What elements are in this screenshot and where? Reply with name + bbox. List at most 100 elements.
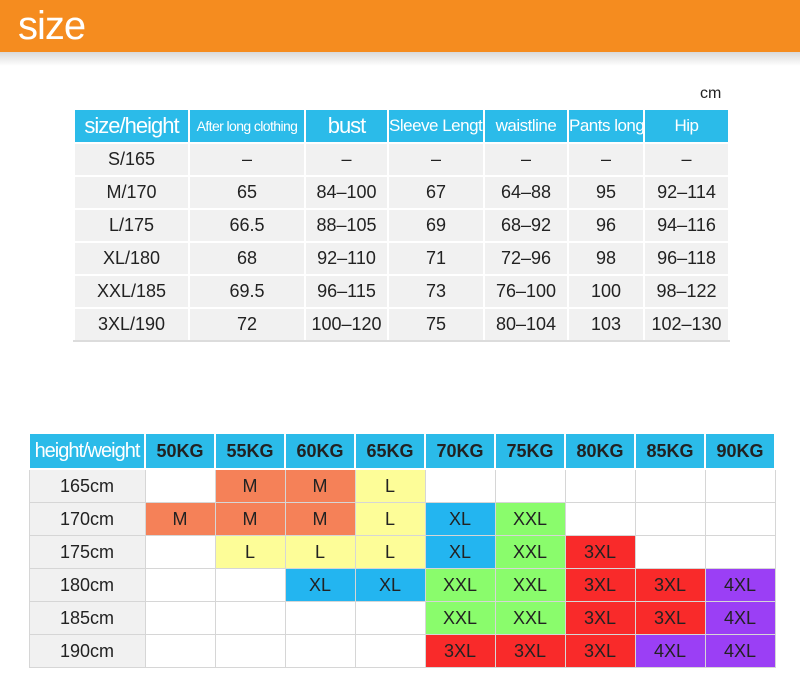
size-value-cell: 96–118 [643,241,730,276]
size-recommendation-cell: XL [284,568,356,602]
size-value-cell: 84–100 [304,175,389,210]
size-recommendation-cell [284,601,356,635]
weight-header: 80KG [564,432,636,470]
size-value-cell: 67 [387,175,485,210]
size-recommendation-cell: XXL [424,568,496,602]
header-size-height: size/height [73,108,190,144]
header-sleeve-length: Sleeve Length [387,108,485,144]
size-recommendation-cell: XL [424,535,496,569]
hw-table-row: 185cm XXL XXL 3XL 3XL 4XL [28,601,776,635]
size-label-cell: M/170 [73,175,190,210]
size-recommendation-cell: L [354,502,426,536]
size-recommendation-cell: XXL [424,601,496,635]
size-recommendation-cell [214,634,286,668]
size-recommendation-cell: XXL [494,601,566,635]
size-recommendation-cell: M [284,468,356,503]
size-value-cell: 88–105 [304,208,389,243]
size-value-cell: 72 [188,307,306,342]
size-recommendation-cell [284,634,356,668]
size-table: size/height After long clothing bust Sle… [73,108,730,342]
size-recommendation-cell: L [214,535,286,569]
weight-header: 65KG [354,432,426,470]
size-recommendation-cell [564,502,636,536]
size-recommendation-cell: L [354,535,426,569]
size-recommendation-cell: L [284,535,356,569]
size-table-row: XXL/185 69.5 96–115 73 76–100 100 98–122 [73,274,730,309]
hw-table-row: 165cm M M L [28,468,776,503]
size-recommendation-cell [144,468,216,503]
size-value-cell: 98–122 [643,274,730,309]
height-label-cell: 180cm [28,568,146,602]
size-label-cell: L/175 [73,208,190,243]
size-recommendation-cell [144,634,216,668]
size-recommendation-cell: 3XL [424,634,496,668]
size-recommendation-cell [144,601,216,635]
size-recommendation-cell [354,634,426,668]
size-label-cell: 3XL/190 [73,307,190,342]
size-recommendation-cell: L [354,468,426,503]
size-table-row: XL/180 68 92–110 71 72–96 98 96–118 [73,241,730,276]
weight-header: 70KG [424,432,496,470]
hw-table-row: 180cm XL XL XXL XXL 3XL 3XL 4XL [28,568,776,602]
banner-title: size [18,4,86,48]
size-recommendation-cell [704,502,776,536]
size-recommendation-cell: XXL [494,535,566,569]
size-value-cell: 73 [387,274,485,309]
banner-shadow [0,52,800,66]
size-value-cell: 71 [387,241,485,276]
hw-table-row: 170cm M M M L XL XXL [28,502,776,536]
header-pants-long: Pants long [567,108,645,144]
unit-label: cm [700,85,722,102]
size-value-cell: – [387,142,485,177]
size-recommendation-cell: 4XL [634,634,706,668]
height-label-cell: 185cm [28,601,146,635]
size-table-row: M/170 65 84–100 67 64–88 95 92–114 [73,175,730,210]
size-value-cell: 64–88 [483,175,569,210]
header-bust: bust [304,108,389,144]
size-recommendation-cell [704,535,776,569]
size-table-header-row: size/height After long clothing bust Sle… [73,108,730,144]
weight-header: 90KG [704,432,776,470]
size-value-cell: 96 [567,208,645,243]
size-recommendation-cell: 3XL [564,535,636,569]
size-value-cell: 76–100 [483,274,569,309]
size-value-cell: – [304,142,389,177]
size-value-cell: 80–104 [483,307,569,342]
size-recommendation-cell [354,601,426,635]
height-label-cell: 190cm [28,634,146,668]
height-label-cell: 170cm [28,502,146,536]
size-recommendation-cell [704,468,776,503]
size-recommendation-cell: 3XL [634,601,706,635]
size-table-row: 3XL/190 72 100–120 75 80–104 103 102–130 [73,307,730,342]
size-recommendation-cell [214,601,286,635]
size-recommendation-cell [564,468,636,503]
size-value-cell: – [483,142,569,177]
size-recommendation-cell: 3XL [494,634,566,668]
size-value-cell: 98 [567,241,645,276]
size-value-cell: 68–92 [483,208,569,243]
height-label-cell: 165cm [28,468,146,503]
height-label-cell: 175cm [28,535,146,569]
size-recommendation-cell: M [144,502,216,536]
size-recommendation-cell: XXL [494,502,566,536]
size-label-cell: XL/180 [73,241,190,276]
size-value-cell: 69.5 [188,274,306,309]
size-recommendation-cell [214,568,286,602]
title-banner: size [0,0,800,52]
size-value-cell: 100–120 [304,307,389,342]
size-value-cell: 92–110 [304,241,389,276]
height-weight-table: height/weight 50KG 55KG 60KG 65KG 70KG 75KG 80… [28,432,776,668]
size-recommendation-cell: M [284,502,356,536]
hw-table-row: 175cm L L L XL XXL 3XL [28,535,776,569]
size-value-cell: – [643,142,730,177]
size-recommendation-cell: 4XL [704,601,776,635]
size-recommendation-cell [634,502,706,536]
hw-table-header-row: height/weight 50KG 55KG 60KG 65KG 70KG 75KG 80… [28,432,776,470]
size-recommendation-cell: 3XL [634,568,706,602]
size-recommendation-cell [144,535,216,569]
size-recommendation-cell [634,468,706,503]
size-value-cell: 66.5 [188,208,306,243]
size-value-cell: 103 [567,307,645,342]
header-hip: Hip [643,108,730,144]
size-recommendation-cell: XL [354,568,426,602]
